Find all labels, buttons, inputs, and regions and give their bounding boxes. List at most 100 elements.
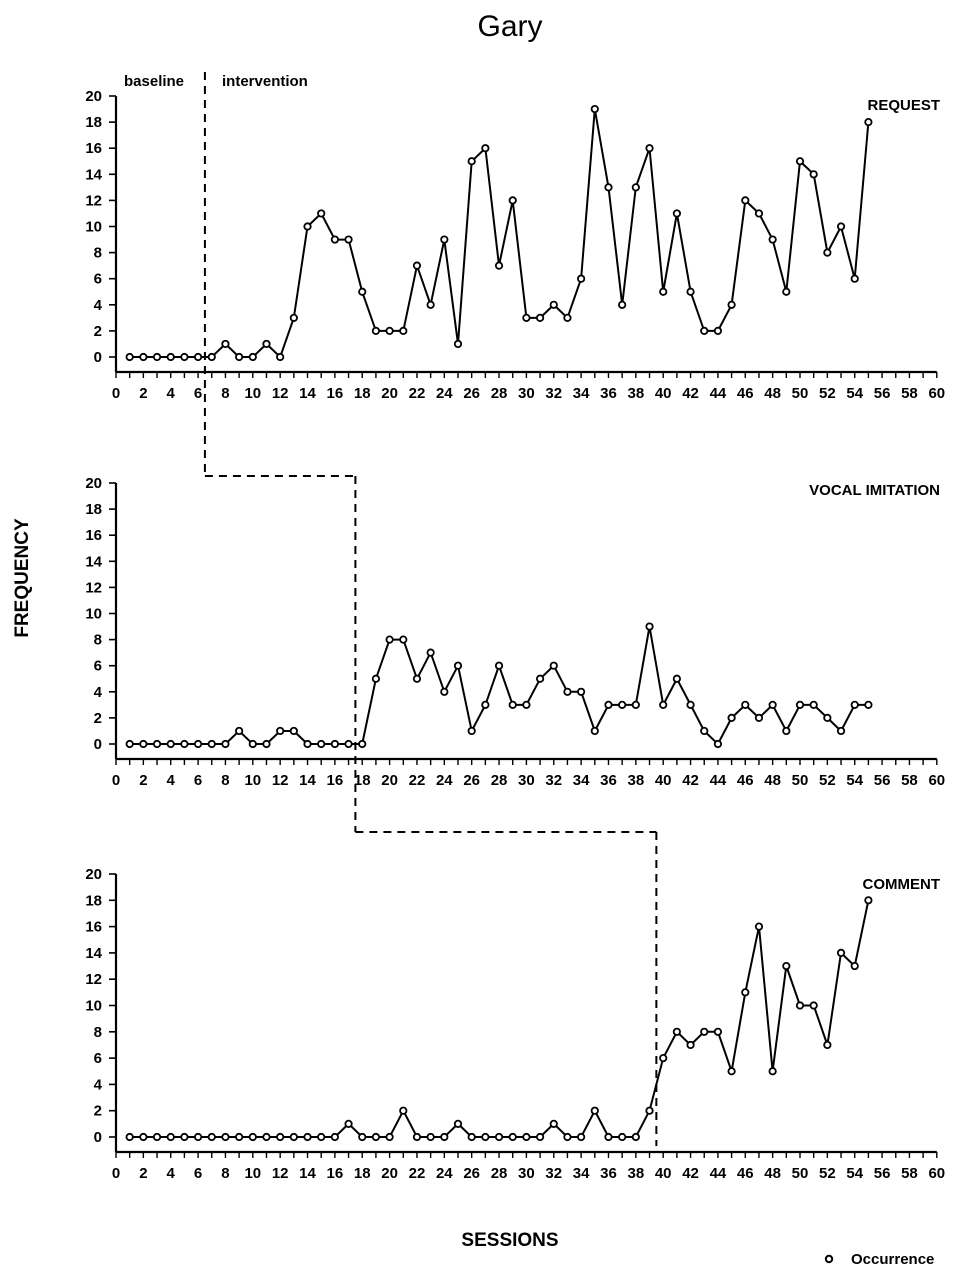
- y-tick-label: 12: [85, 579, 102, 596]
- x-tick-label: 42: [682, 772, 699, 789]
- x-tick-label: 10: [244, 1165, 261, 1182]
- x-tick-label: 6: [194, 385, 202, 402]
- x-tick-label: 2: [139, 772, 147, 789]
- data-point: [768, 700, 777, 709]
- data-point: [645, 622, 654, 631]
- x-tick-label: 26: [463, 1165, 480, 1182]
- data-point: [453, 661, 463, 670]
- data-point: [713, 739, 723, 749]
- x-tick-label: 56: [874, 1165, 891, 1182]
- data-point: [262, 739, 271, 749]
- y-tick-label: 14: [85, 945, 102, 962]
- x-tick-label: 24: [436, 385, 453, 402]
- data-point: [248, 739, 257, 749]
- y-tick-label: 16: [85, 919, 102, 936]
- y-tick-label: 12: [85, 192, 102, 209]
- y-tick-label: 8: [94, 632, 102, 649]
- series-line: [129, 108, 870, 359]
- data-point: [276, 352, 285, 362]
- x-tick-label: 54: [846, 385, 863, 402]
- x-tick-label: 56: [874, 385, 891, 402]
- data-point: [727, 713, 736, 723]
- data-point: [193, 1132, 203, 1142]
- data-point: [440, 235, 449, 244]
- data-point: [823, 248, 832, 257]
- data-point: [344, 739, 353, 749]
- x-axis-label: SESSIONS: [461, 1230, 558, 1251]
- data-point: [193, 739, 203, 749]
- data-point: [221, 1132, 230, 1142]
- data-point: [741, 988, 750, 997]
- data-point: [700, 326, 709, 335]
- y-tick-label: 18: [85, 892, 102, 909]
- data-point: [563, 687, 572, 696]
- y-tick-label: 18: [85, 501, 102, 518]
- x-tick-label: 50: [792, 1165, 809, 1182]
- x-tick-label: 18: [354, 1165, 371, 1182]
- data-point: [303, 1132, 312, 1142]
- y-tick-label: 6: [94, 271, 102, 288]
- data-point: [631, 700, 640, 709]
- x-tick-label: 54: [846, 772, 863, 789]
- y-tick-label: 14: [85, 553, 102, 570]
- data-point: [659, 1054, 668, 1063]
- data-point: [522, 700, 531, 709]
- data-point: [741, 196, 750, 205]
- data-point: [371, 1132, 381, 1142]
- data-point: [754, 922, 764, 931]
- x-tick-label: 48: [764, 1165, 781, 1182]
- data-point: [522, 1132, 531, 1142]
- data-point: [412, 674, 422, 683]
- data-point: [426, 648, 435, 657]
- chart-title: Gary: [477, 10, 542, 43]
- x-tick-label: 18: [354, 385, 371, 402]
- data-point: [248, 1132, 257, 1142]
- x-tick-label: 2: [139, 1165, 147, 1182]
- data-point: [289, 726, 298, 736]
- x-tick-label: 12: [272, 385, 289, 402]
- data-point: [686, 1040, 695, 1050]
- data-point: [618, 700, 627, 709]
- data-point: [330, 739, 339, 749]
- data-point: [303, 739, 312, 749]
- x-tick-label: 52: [819, 1165, 836, 1182]
- data-point: [604, 700, 613, 709]
- data-point: [152, 1132, 162, 1142]
- data-point: [399, 635, 408, 644]
- data-point: [276, 726, 285, 736]
- x-tick-label: 38: [627, 385, 644, 402]
- data-point: [836, 726, 846, 736]
- y-tick-label: 10: [85, 606, 102, 623]
- x-tick-label: 40: [655, 1165, 672, 1182]
- data-point: [659, 700, 668, 709]
- data-point: [686, 287, 695, 296]
- y-tick-label: 6: [94, 1050, 102, 1067]
- data-point: [577, 687, 586, 696]
- x-tick-label: 46: [737, 385, 754, 402]
- data-point: [467, 157, 476, 166]
- series-label: REQUEST: [867, 97, 940, 114]
- x-tick-label: 24: [436, 772, 453, 789]
- x-tick-label: 38: [627, 772, 644, 789]
- y-tick-label: 0: [94, 1129, 102, 1146]
- data-point: [180, 1132, 189, 1142]
- data-point: [508, 1132, 517, 1142]
- data-point: [166, 1132, 175, 1142]
- x-tick-label: 6: [194, 1165, 202, 1182]
- y-tick-label: 4: [94, 297, 103, 314]
- data-point: [672, 1027, 681, 1036]
- x-tick-label: 12: [272, 1165, 289, 1182]
- data-point: [193, 352, 203, 362]
- y-tick-label: 8: [94, 1024, 102, 1041]
- data-point: [166, 739, 175, 749]
- data-point: [412, 261, 422, 270]
- x-tick-label: 54: [846, 1165, 863, 1182]
- data-point: [330, 1132, 339, 1142]
- x-tick-label: 60: [928, 385, 945, 402]
- data-point: [590, 1106, 599, 1115]
- data-point: [481, 144, 490, 153]
- data-point: [139, 739, 148, 749]
- data-point: [782, 726, 791, 736]
- data-point: [399, 1106, 408, 1115]
- data-point: [207, 739, 216, 749]
